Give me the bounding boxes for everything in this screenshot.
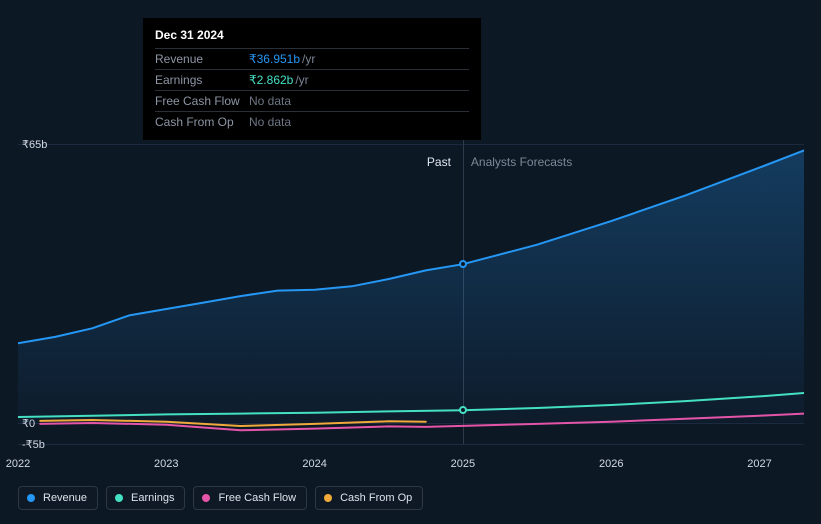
x-axis-tick-label: 2023 xyxy=(154,458,178,470)
x-axis-tick-label: 2025 xyxy=(451,458,475,470)
legend-label: Revenue xyxy=(43,492,87,504)
legend-label: Cash From Op xyxy=(340,492,412,504)
chart-tooltip: Dec 31 2024 Revenue₹36.951b /yrEarnings₹… xyxy=(143,18,481,140)
data-point-marker xyxy=(459,406,467,414)
tooltip-metric-label: Revenue xyxy=(155,52,249,66)
x-axis-tick-label: 2024 xyxy=(302,458,326,470)
legend-label: Earnings xyxy=(131,492,174,504)
legend-item-free-cash-flow[interactable]: Free Cash Flow xyxy=(193,486,307,510)
x-axis-tick-label: 2022 xyxy=(6,458,30,470)
tooltip-row: Revenue₹36.951b /yr xyxy=(155,48,469,69)
legend-color-dot xyxy=(324,494,332,502)
tooltip-metric-label: Free Cash Flow xyxy=(155,94,249,108)
data-point-marker xyxy=(459,260,467,268)
tooltip-metric-value: ₹36.951b xyxy=(249,52,300,66)
legend-label: Free Cash Flow xyxy=(218,492,296,504)
x-axis-tick-label: 2027 xyxy=(747,458,771,470)
tooltip-metric-label: Earnings xyxy=(155,73,249,87)
tooltip-metric-value: No data xyxy=(249,94,291,108)
tooltip-metric-unit: /yr xyxy=(295,73,308,87)
tooltip-metric-value: ₹2.862b xyxy=(249,73,293,87)
legend-color-dot xyxy=(115,494,123,502)
tooltip-date: Dec 31 2024 xyxy=(155,28,469,42)
series-area-revenue xyxy=(18,150,804,422)
legend-item-earnings[interactable]: Earnings xyxy=(106,486,185,510)
legend-item-revenue[interactable]: Revenue xyxy=(18,486,98,510)
legend-color-dot xyxy=(27,494,35,502)
legend-color-dot xyxy=(202,494,210,502)
revenue-forecast-chart: ₹65b₹0-₹5b Past Analysts Forecasts 20222… xyxy=(18,120,804,460)
chart-plot-area[interactable] xyxy=(18,120,804,446)
tooltip-metric-label: Cash From Op xyxy=(155,115,249,129)
tooltip-row: Free Cash FlowNo data xyxy=(155,90,469,111)
legend-item-cash-from-op[interactable]: Cash From Op xyxy=(315,486,423,510)
tooltip-metric-value: No data xyxy=(249,115,291,129)
tooltip-metric-unit: /yr xyxy=(302,52,315,66)
tooltip-row: Cash From OpNo data xyxy=(155,111,469,132)
tooltip-row: Earnings₹2.862b /yr xyxy=(155,69,469,90)
x-axis-tick-label: 2026 xyxy=(599,458,623,470)
chart-legend: Revenue Earnings Free Cash Flow Cash From O… xyxy=(18,486,423,510)
